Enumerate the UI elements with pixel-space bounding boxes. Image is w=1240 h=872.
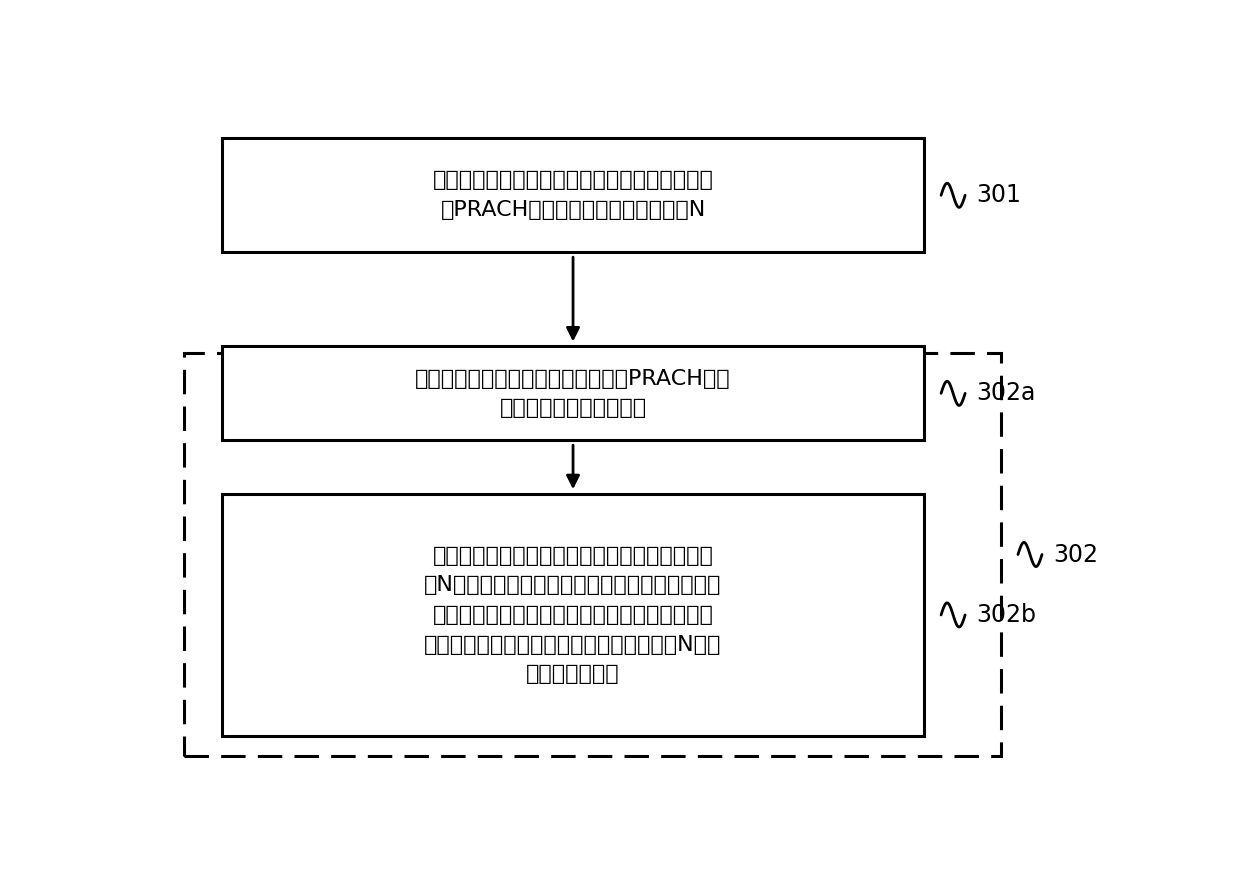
Text: 在至少一个无线帧中循环使用所述可用子帧号确
定N个对应的子帧作为传输子帧；或者，以所述可
用子帧号中任意一个在一个无线帧中对应的子帧
作为起始子帧，选择自起始子: 在至少一个无线帧中循环使用所述可用子帧号确 定N个对应的子帧作为传输子帧；或者，… — [424, 546, 722, 685]
Bar — [222, 138, 924, 252]
Text: 根据所述重复因子或所述扩展序列的长度以及所
述PRACH的格式确定传输子帧的个数N: 根据所述重复因子或所述扩展序列的长度以及所 述PRACH的格式确定传输子帧的个数… — [433, 171, 713, 220]
Text: 根据所述随机接入配置索引确定所述PRACH在一
个无线帧中的可用子帧号: 根据所述随机接入配置索引确定所述PRACH在一 个无线帧中的可用子帧号 — [415, 369, 730, 419]
Bar — [184, 353, 1001, 756]
Bar — [222, 494, 924, 736]
Text: 302: 302 — [1054, 542, 1099, 567]
Text: 302a: 302a — [977, 381, 1037, 405]
Bar — [222, 346, 924, 440]
Text: 302b: 302b — [977, 603, 1037, 627]
Text: 301: 301 — [977, 183, 1022, 208]
